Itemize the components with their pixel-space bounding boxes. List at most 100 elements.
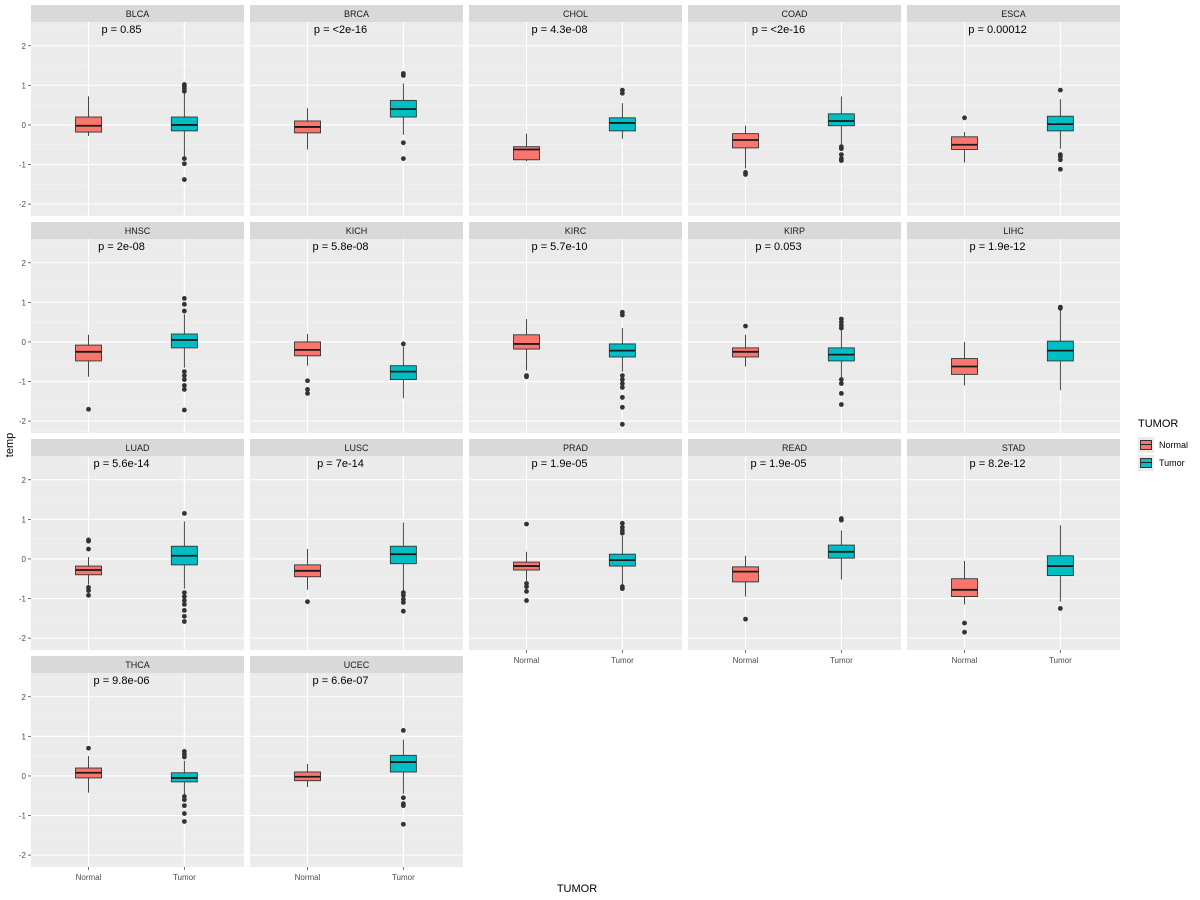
outlier-point [743, 172, 748, 177]
outlier-point [619, 404, 625, 410]
outlier-point [619, 530, 625, 536]
panel-background [469, 239, 682, 433]
outlier-point [305, 599, 310, 605]
panel-strip [250, 5, 463, 22]
outlier-point [181, 308, 187, 314]
box-tumor [608, 520, 636, 592]
box-normal [75, 334, 102, 412]
outlier-point [181, 407, 187, 413]
outlier-point [619, 377, 625, 382]
box-iqr [170, 116, 198, 132]
outlier-point [1057, 305, 1063, 311]
box-tumor [389, 728, 417, 827]
panel-esca: ESCA p = 0.00012 [907, 5, 1120, 216]
panel-kich: KICH p = 5.8e-08 [250, 222, 463, 433]
panel-background [907, 239, 1120, 433]
outlier-point [305, 378, 310, 384]
outlier-point [743, 616, 748, 622]
panel-strip-label: KICH [346, 226, 368, 236]
outlier-point [400, 600, 406, 605]
outlier-point [524, 598, 529, 603]
panel-strip [907, 222, 1120, 239]
outlier-point [524, 589, 529, 594]
panel-strip [907, 439, 1120, 456]
box-tumor [389, 71, 417, 161]
panel-strip-label: BRCA [344, 9, 369, 19]
outlier-point [400, 608, 406, 614]
p-value-label: p = 4.3e-08 [532, 24, 588, 36]
legend-title: TUMOR [1138, 418, 1179, 430]
outlier-point [86, 592, 91, 598]
legend-key-normal [1138, 437, 1154, 453]
panel-strip-label: PRAD [563, 443, 589, 453]
outlier-point [181, 754, 187, 760]
outlier-point [181, 387, 187, 392]
panel-background [469, 22, 682, 216]
box-iqr [170, 333, 198, 349]
legend-swatch-normal [1140, 440, 1152, 450]
box-normal [732, 555, 759, 622]
legend-item-normal: Normal [1138, 436, 1188, 454]
outlier-point [619, 373, 625, 378]
outlier-point [181, 373, 187, 378]
box-normal [75, 96, 102, 137]
panel-background [31, 22, 244, 216]
p-value-label: p = 6.6e-07 [313, 675, 369, 687]
outlier-point [1057, 157, 1063, 163]
box-tumor [827, 316, 855, 407]
x-tick-label: Normal [295, 873, 321, 882]
box-tumor [389, 522, 417, 614]
panel-background [31, 456, 244, 650]
legend: TUMOR Normal Tumor [1138, 418, 1188, 472]
panel-strip [688, 5, 901, 22]
box-normal [75, 745, 102, 793]
panel-chol: CHOL p = 4.3e-08 [469, 5, 682, 216]
legend-key-tumor [1138, 455, 1154, 471]
box-normal [75, 537, 102, 598]
outlier-point [181, 88, 187, 94]
panel-strip [250, 439, 463, 456]
outlier-point [181, 177, 187, 182]
x-tick-label: Tumor [173, 873, 196, 882]
outlier-point [181, 811, 187, 816]
p-value-label: p = 1.9e-05 [532, 458, 588, 470]
y-tick-label: 0 [22, 555, 27, 564]
box-iqr [389, 754, 417, 773]
x-axis-title: TUMOR [557, 883, 597, 895]
panel-strip-label: HNSC [125, 226, 151, 236]
panel-strip [31, 656, 244, 673]
box-tumor [827, 96, 855, 163]
y-tick-label: 2 [22, 259, 27, 268]
box-normal [294, 549, 321, 605]
outlier-point [524, 584, 529, 590]
p-value-label: p = 7e-14 [317, 458, 364, 470]
outlier-point [181, 819, 187, 824]
panel-background [31, 239, 244, 433]
panel-ucec: UCEC p = 6.6e-07 Normal Tumor [250, 656, 463, 882]
outlier-point [181, 797, 187, 803]
box-normal [732, 125, 759, 177]
box-tumor [827, 516, 855, 580]
panel-kirp: KIRP p = 0.053 [688, 222, 901, 433]
panel-brca: BRCA p = <2e-16 [250, 5, 463, 216]
panel-lusc: LUSC p = 7e-14 [250, 439, 463, 650]
outlier-point [838, 152, 844, 158]
box-iqr [75, 116, 102, 133]
box-tumor [170, 82, 198, 182]
outlier-point [181, 608, 187, 613]
box-tumor [170, 748, 198, 824]
outlier-point [305, 387, 310, 392]
outlier-point [400, 140, 406, 146]
outlier-point [838, 391, 844, 396]
y-tick-label: 1 [22, 81, 27, 90]
outlier-point [619, 385, 625, 390]
outlier-point [619, 520, 625, 526]
outlier-point [524, 521, 529, 527]
box-tumor [170, 511, 198, 624]
outlier-point [181, 161, 187, 167]
outlier-point [86, 745, 91, 751]
box-tumor [170, 295, 198, 413]
panel-background [250, 22, 463, 216]
panel-stad: STAD p = 8.2e-12 Normal Tumor [907, 439, 1120, 665]
